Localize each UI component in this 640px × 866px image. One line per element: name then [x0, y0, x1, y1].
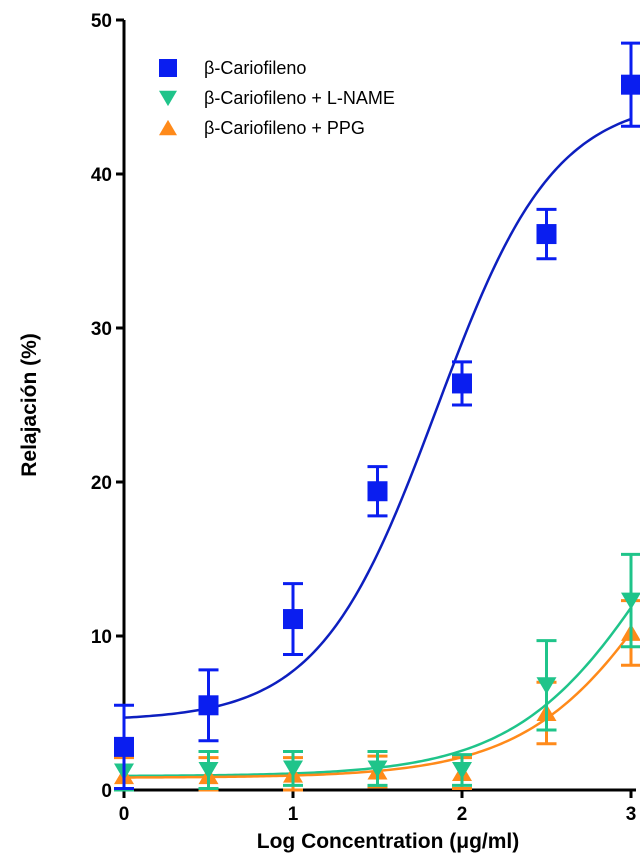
data-point-square — [114, 736, 134, 757]
legend: β-Cariofileno β-Cariofileno + L-NAME β-Car… — [159, 58, 395, 138]
legend-entry-label: β-Cariofileno + L-NAME — [204, 88, 395, 108]
y-tick-label: 0 — [101, 781, 112, 802]
y-axis-title: Relajación (%) — [18, 333, 41, 477]
data-point-triangle-down — [452, 761, 472, 779]
data-point-triangle-down — [536, 677, 557, 695]
data-point-triangle-down — [621, 592, 640, 610]
y-tick-label: 40 — [91, 165, 112, 186]
y-ticks: 0 10 20 30 40 50 — [91, 11, 124, 802]
x-tick-label: 1 — [288, 804, 299, 825]
legend-entry-label: β-Cariofileno + PPG — [204, 118, 365, 138]
data-point-triangle-down — [367, 760, 388, 778]
axes — [122, 20, 636, 792]
data-point-triangle-up — [159, 119, 177, 136]
y-tick-label: 20 — [91, 473, 112, 494]
data-point-square — [536, 224, 557, 245]
x-tick-label: 0 — [119, 804, 130, 825]
data-point-square — [198, 695, 219, 716]
x-tick-label: 3 — [626, 804, 637, 825]
data-point-square — [283, 609, 303, 630]
data-point-square — [452, 373, 472, 394]
legend-entry-label: β-Cariofileno — [204, 58, 306, 78]
x-tick-label: 2 — [457, 804, 468, 825]
data-point-square — [159, 59, 177, 77]
y-tick-label: 10 — [91, 627, 112, 648]
data-points — [114, 41, 640, 792]
y-tick-label: 30 — [91, 319, 112, 340]
data-point-triangle-down — [198, 761, 219, 779]
x-ticks: 0 1 2 3 — [119, 790, 637, 825]
y-tick-label: 50 — [91, 11, 112, 32]
data-point-square — [621, 74, 640, 95]
data-point-triangle-down — [159, 90, 177, 107]
x-axis-title: Log Concentration (μg/ml) — [257, 830, 520, 853]
data-point-triangle-down — [283, 760, 303, 778]
data-point-square — [367, 481, 388, 502]
